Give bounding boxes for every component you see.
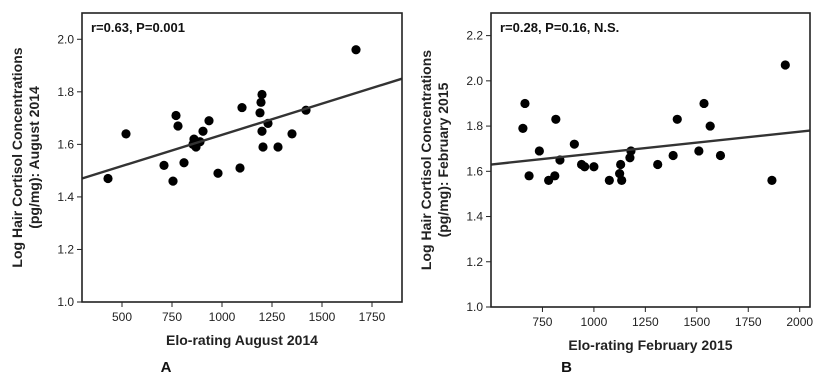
x-axis-ticks: 500 750 1000 1250 1500 1750 [112, 302, 386, 324]
y-tick-label: 1.2 [57, 242, 74, 256]
data-point [668, 150, 678, 161]
data-point [616, 159, 626, 170]
y-tick-label: 1.8 [57, 85, 74, 99]
y-axis-label-line2: (pg/mg): August 2014 [26, 86, 42, 229]
y-axis-ticks: 1.0 1.2 1.4 1.6 1.8 2.0 [57, 32, 82, 309]
y-tick-label: 1.0 [466, 300, 483, 314]
data-point [569, 139, 579, 149]
y-tick-label: 1.6 [466, 164, 483, 178]
y-tick-label: 1.4 [57, 190, 74, 204]
data-point [715, 150, 726, 161]
y-axis-label-line1: Log Hair Cortisol Concentrations [418, 50, 434, 270]
data-point [653, 159, 663, 170]
data-point [121, 129, 131, 139]
y-tick-label: 1.6 [57, 137, 74, 151]
panel-label: B [561, 359, 572, 376]
y-tick-label: 1.4 [466, 210, 483, 224]
y-tick-label: 2.0 [57, 32, 74, 46]
data-point [273, 142, 283, 152]
data-point [171, 110, 181, 121]
panel-b: 1.0 1.2 1.4 1.6 1.8 2.0 2.2 750 1000 1250 1500 175… [418, 12, 813, 376]
data-point [780, 60, 790, 70]
data-point [256, 97, 266, 107]
data-point [625, 153, 635, 163]
plot-frame [490, 12, 811, 308]
data-point [204, 116, 214, 126]
data-point [258, 142, 268, 152]
regression-line [81, 77, 403, 180]
x-tick-label: 1500 [309, 310, 336, 324]
y-axis-ticks: 1.0 1.2 1.4 1.6 1.8 2.0 2.2 [466, 29, 491, 314]
data-point [604, 175, 614, 185]
data-point [550, 171, 560, 181]
data-point [694, 146, 704, 156]
data-point [168, 176, 178, 186]
data-point [767, 175, 777, 185]
data-point [179, 158, 189, 168]
data-point [173, 121, 183, 131]
x-tick-label: 1000 [209, 310, 236, 324]
data-point [672, 114, 682, 124]
x-axis-label: Elo-rating February 2015 [568, 337, 732, 353]
data-point [351, 45, 361, 55]
x-tick-label: 1250 [632, 315, 659, 329]
data-point [589, 162, 599, 172]
points-group [518, 60, 790, 185]
y-tick-label: 1.8 [466, 119, 483, 133]
x-tick-label: 750 [162, 310, 182, 324]
x-tick-label: 2000 [786, 315, 813, 329]
y-tick-label: 2.0 [466, 74, 483, 88]
y-tick-label: 2.2 [466, 29, 483, 43]
panel-label: A [161, 359, 172, 376]
data-point [520, 98, 530, 109]
x-tick-label: 1000 [581, 315, 608, 329]
x-tick-label: 1750 [735, 315, 762, 329]
data-point [235, 163, 245, 173]
x-tick-label: 750 [532, 315, 552, 329]
data-point [103, 173, 113, 184]
data-point [617, 175, 627, 185]
data-point [257, 126, 267, 136]
points-group [103, 45, 361, 186]
x-tick-label: 1250 [259, 310, 286, 324]
data-point [255, 108, 265, 118]
y-axis-label-line1: Log Hair Cortisol Concentrations [9, 47, 25, 267]
x-tick-label: 1500 [683, 315, 710, 329]
data-point [705, 121, 715, 131]
stat-annotation: r=0.28, P=0.16, N.S. [500, 20, 619, 35]
plot-frame [81, 12, 403, 303]
x-tick-label: 500 [112, 310, 132, 324]
regression-line [490, 129, 811, 166]
data-point [518, 123, 528, 133]
data-point [237, 102, 247, 113]
data-point [580, 162, 590, 172]
data-point [213, 168, 223, 178]
y-axis-label-line2: (pg/mg): February 2015 [435, 82, 451, 237]
x-axis-ticks: 750 1000 1250 1500 1750 2000 [532, 307, 813, 329]
data-point [287, 129, 297, 139]
panel-a: 1.0 1.2 1.4 1.6 1.8 2.0 500 750 1000 1250 1500 175… [9, 12, 403, 376]
y-tick-label: 1.0 [57, 295, 74, 309]
data-point [159, 160, 169, 170]
stat-annotation: r=0.63, P=0.001 [91, 20, 185, 35]
y-tick-label: 1.2 [466, 255, 483, 269]
data-point [699, 98, 709, 109]
data-point [524, 171, 534, 181]
data-point [534, 146, 544, 156]
data-point [198, 126, 208, 136]
data-point [257, 89, 267, 100]
x-tick-label: 1750 [359, 310, 386, 324]
x-axis-label: Elo-rating August 2014 [166, 332, 318, 348]
data-point [551, 114, 561, 124]
